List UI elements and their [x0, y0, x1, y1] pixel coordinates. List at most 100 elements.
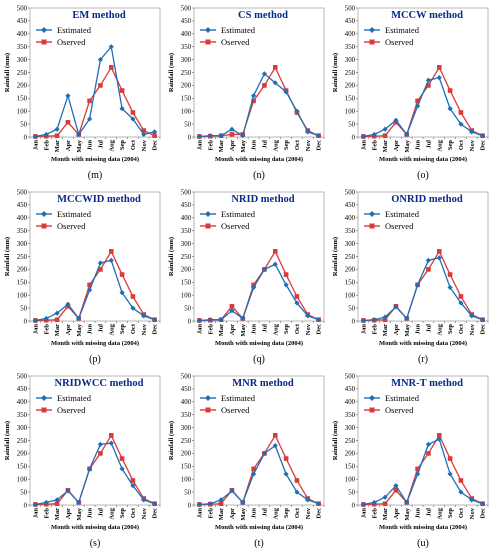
x-tick-label: Nov	[141, 323, 148, 335]
plot-area	[29, 375, 161, 506]
x-tick-label: Feb	[207, 140, 214, 151]
estimated-point	[436, 436, 442, 442]
y-tick-label: 200	[345, 267, 356, 274]
y-tick-label: 500	[17, 189, 28, 196]
estimated-point	[76, 315, 82, 322]
estimated-point	[305, 129, 311, 135]
x-tick-label: Sep	[447, 508, 454, 519]
y-tick-label: 450	[181, 202, 192, 209]
y-tick-label: 250	[17, 254, 28, 261]
chart-panel: 0 50 100 150 200 250 300 350 400 450 500 Jan Feb Mar A…	[164, 184, 328, 366]
y-tick-label: 350	[181, 228, 192, 235]
estimated-point	[469, 497, 475, 503]
x-tick-label: Feb	[371, 140, 378, 151]
observed-point	[98, 451, 103, 456]
y-tick-label: 350	[345, 44, 356, 51]
x-tick-label: Apr	[65, 324, 72, 335]
legend-observed-marker	[205, 407, 211, 413]
estimated-series-line	[35, 442, 155, 506]
x-tick-label: Mar	[218, 508, 225, 520]
x-tick-label: Oct	[130, 139, 137, 150]
estimated-point	[469, 313, 475, 319]
y-tick-label: 0	[352, 318, 356, 325]
y-tick-label: 200	[181, 451, 192, 458]
x-tick-label: Feb	[43, 140, 50, 151]
y-tick-label: 500	[345, 189, 356, 196]
x-tick-label: Sep	[119, 508, 126, 519]
x-tick-label: Jun	[415, 140, 422, 151]
x-tick-label: Sep	[447, 324, 454, 335]
observed-point	[152, 133, 157, 139]
estimated-point	[141, 131, 147, 138]
y-tick-label: 300	[17, 241, 28, 248]
legend-estimated-marker	[41, 27, 47, 33]
observed-series-line	[363, 249, 483, 322]
estimated-point	[469, 129, 475, 135]
observed-point	[426, 267, 431, 272]
estimated-point	[240, 499, 246, 506]
observed-point	[119, 272, 125, 277]
observed-point	[458, 294, 464, 299]
x-tick-label: Jan	[196, 508, 203, 519]
estimated-series-line	[35, 45, 155, 138]
estimated-point	[86, 116, 93, 122]
y-tick-label: 500	[181, 189, 192, 196]
legend-observed-label: Oserved	[221, 37, 250, 47]
plot-area	[357, 191, 489, 322]
x-axis-label: Month with missing data (2004)	[215, 524, 303, 531]
y-tick-label: 150	[181, 280, 192, 287]
x-axis-label: Month with missing data (2004)	[379, 524, 467, 531]
y-tick-label: 200	[17, 83, 28, 90]
estimated-point	[382, 314, 388, 320]
legend-observed-label: Oserved	[385, 405, 414, 415]
estimated-point	[151, 501, 158, 507]
y-tick-label: 300	[17, 425, 28, 432]
x-tick-label: Jun	[251, 324, 258, 335]
observed-point	[272, 433, 278, 438]
x-tick-label: Nov	[305, 507, 312, 519]
x-tick-label: May	[240, 323, 247, 336]
chart-title: NRID method	[231, 194, 294, 205]
x-tick-label: Aug	[272, 323, 279, 335]
x-tick-label: May	[76, 139, 83, 152]
y-tick-label: 500	[181, 373, 192, 380]
chart-title: MCCWID method	[57, 194, 141, 205]
y-tick-label: 100	[181, 477, 192, 484]
line-chart: 0 50 100 150 200 250 300 350 400 450 500 Jan Feb Mar A…	[168, 373, 325, 549]
estimated-point	[229, 488, 235, 494]
chart-title: NRIDWCC method	[55, 378, 144, 389]
legend-estimated-label: Estimated	[385, 393, 420, 403]
x-tick-label: Aug	[436, 507, 443, 519]
x-tick-label: Nov	[141, 139, 148, 151]
y-tick-label: 250	[17, 70, 28, 77]
x-tick-label: Jan	[360, 140, 367, 151]
y-tick-label: 400	[345, 31, 356, 38]
chart-panel: 0 50 100 150 200 250 300 350 400 450 500 Jan Feb Mar A…	[328, 184, 492, 366]
x-tick-label: Oct	[130, 323, 137, 334]
observed-point	[436, 433, 442, 438]
x-tick-label: Dec	[480, 140, 487, 151]
y-tick-label: 0	[352, 134, 356, 141]
x-tick-label: Jul	[261, 324, 268, 333]
estimated-point	[97, 441, 104, 447]
chart-title: EM method	[72, 10, 126, 21]
estimated-series-line	[363, 76, 483, 138]
observed-point	[108, 433, 114, 438]
y-tick-label: 500	[345, 373, 356, 380]
observed-point	[272, 249, 278, 254]
x-tick-label: Jan	[196, 140, 203, 151]
y-tick-label: 100	[345, 293, 356, 300]
legend-observed-marker	[369, 407, 375, 413]
y-tick-label: 250	[345, 438, 356, 445]
y-axis-label: Rainfall (mm)	[332, 421, 339, 460]
y-tick-label: 150	[17, 280, 28, 287]
panel-label: (q)	[253, 354, 265, 365]
y-tick-label: 0	[188, 502, 192, 509]
x-axis-label: Month with missing data (2004)	[51, 340, 139, 347]
x-tick-label: Dec	[152, 508, 159, 519]
line-chart: 0 50 100 150 200 250 300 350 400 450 500 Jan Feb Mar A…	[4, 373, 161, 549]
chart-panel: 0 50 100 150 200 250 300 350 400 450 500 Jan Feb Mar A…	[0, 184, 164, 366]
y-tick-label: 400	[17, 215, 28, 222]
y-tick-label: 0	[24, 134, 28, 141]
